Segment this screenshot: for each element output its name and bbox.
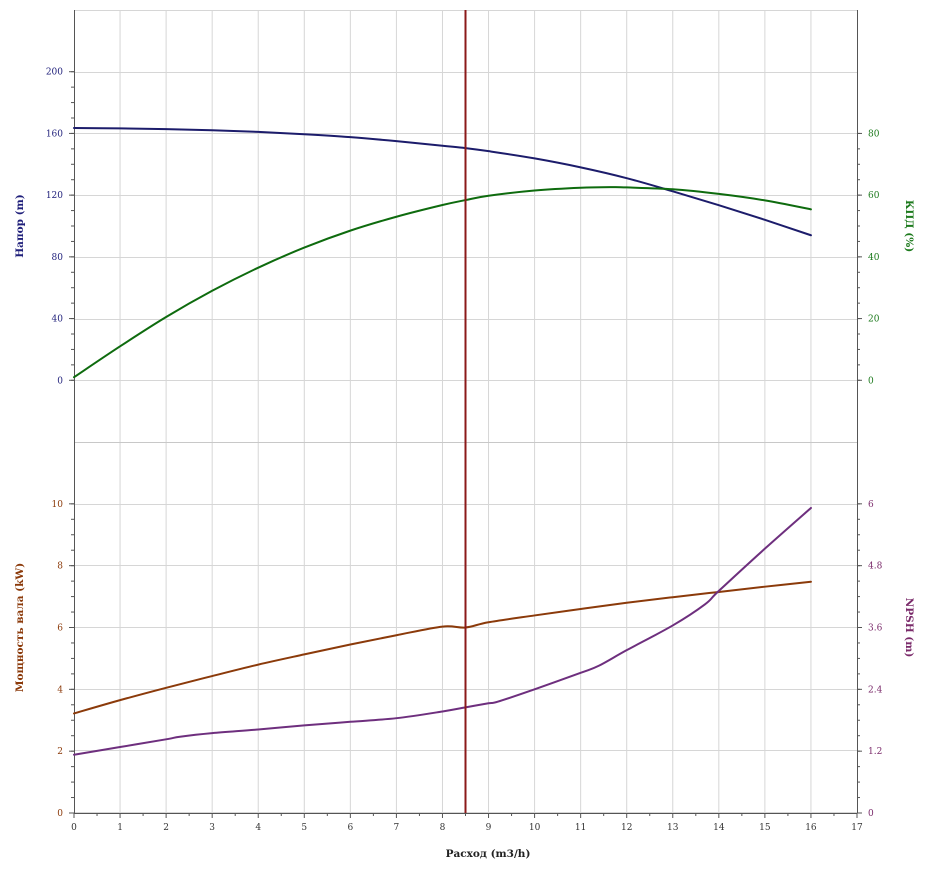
x-tick-label: 12 [621, 823, 632, 833]
x-tick-label: 7 [394, 823, 400, 833]
top-right-tick-label: 40 [868, 253, 880, 263]
x-tick-label: 10 [529, 823, 541, 833]
x-tick-label: 3 [209, 823, 215, 833]
bottom-right-tick-label: 6 [868, 500, 874, 510]
top-left-tick-label: 40 [52, 315, 64, 325]
top-left-tick-label: 120 [46, 191, 63, 201]
top-right-tick-label: 20 [868, 315, 880, 325]
x-tick-label: 2 [163, 823, 169, 833]
bottom-right-tick-label: 0 [868, 809, 874, 819]
series-line-npsh [73, 506, 812, 756]
bottom-left-tick-label: 6 [57, 624, 63, 634]
x-axis-title: Расход (m3/h) [446, 848, 531, 860]
x-tick-label: 16 [805, 823, 817, 833]
top-left-tick-label: 80 [52, 253, 64, 263]
series-line-мощность-вала [73, 580, 812, 715]
x-tick-label: 15 [759, 823, 771, 833]
x-tick-label: 14 [713, 823, 725, 833]
top-left-tick-label: 160 [46, 129, 63, 139]
x-tick-label: 1 [117, 823, 123, 833]
bottom-right-tick-label: 4.8 [868, 562, 883, 572]
bottom-left-tick-label: 2 [57, 747, 63, 757]
top-right-tick-label: 60 [868, 191, 880, 201]
bottom-right-tick-label: 2.4 [868, 685, 883, 695]
bottom-right-axis-title: NPSH (m) [903, 598, 915, 658]
bottom-right-tick-label: 3.6 [868, 624, 883, 634]
x-tick-label: 0 [71, 823, 77, 833]
top-left-tick-label: 200 [46, 68, 63, 78]
x-tick-label: 6 [347, 823, 353, 833]
x-tick-label: 5 [301, 823, 307, 833]
top-right-tick-label: 80 [868, 129, 880, 139]
top-right-tick-label: 0 [868, 376, 874, 386]
axes [69, 10, 862, 818]
top-right-axis-title: КПД (%) [903, 200, 915, 252]
x-tick-label: 9 [486, 823, 492, 833]
bottom-left-tick-label: 4 [57, 685, 63, 695]
bottom-left-tick-label: 0 [57, 809, 63, 819]
x-tick-label: 8 [440, 823, 446, 833]
x-tick-label: 4 [255, 823, 261, 833]
bottom-left-axis-title: Мощность вала (kW) [14, 563, 26, 692]
bottom-left-tick-label: 10 [52, 500, 64, 510]
axis-labels: 0 1 2 3 4 5 6 7 8 9 10 11 12 13 14 15 16 1704080120160200… [14, 68, 915, 860]
top-left-axis-title: Напор (m) [14, 194, 26, 257]
bottom-left-tick-label: 8 [57, 562, 63, 572]
top-left-tick-label: 0 [57, 376, 63, 386]
series-line-напор [73, 127, 812, 237]
x-tick-label: 17 [851, 823, 863, 833]
bottom-right-tick-label: 1.2 [868, 747, 882, 757]
x-tick-label: 13 [667, 823, 679, 833]
x-tick-label: 11 [575, 823, 586, 833]
